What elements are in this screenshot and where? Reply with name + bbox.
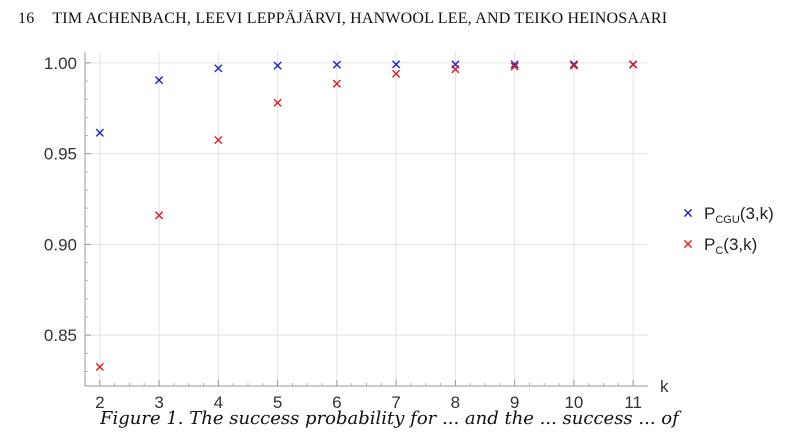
data-point-pc [154, 211, 164, 220]
x-tick-label: 7 [391, 393, 400, 410]
data-point-pc [332, 79, 341, 88]
x-tick-label: 3 [154, 393, 163, 410]
data-point-pc [569, 61, 579, 70]
marker-stroke [332, 79, 341, 88]
data-point-pc [510, 62, 519, 71]
marker-stroke [273, 98, 282, 107]
marker-stroke [569, 61, 579, 70]
y-tick-label: 0.90 [44, 235, 77, 254]
x-tick-label: 4 [214, 393, 223, 410]
marker-stroke [629, 60, 638, 69]
axes [84, 52, 648, 387]
marker-stroke [154, 211, 164, 220]
data-point-pc [214, 135, 223, 145]
data-point-pcgu [569, 60, 579, 69]
marker-stroke [510, 62, 519, 71]
marker-stroke [332, 60, 341, 69]
marker-stroke [154, 76, 164, 85]
x-tick-label: 10 [564, 393, 583, 410]
legend-label: PCGU(3,k) [704, 204, 774, 226]
y-tick-label: 0.95 [44, 145, 77, 164]
x-tick-label: 5 [273, 393, 282, 410]
data-point-pcgu [154, 76, 164, 85]
legend-label: PC(3,k) [704, 235, 757, 257]
legend-marker [683, 239, 693, 249]
data-point-pcgu [510, 60, 519, 69]
legend-entry-pcgu: PCGU(3,k) [683, 204, 774, 226]
data-point-pc [273, 98, 282, 107]
marker-stroke [95, 128, 104, 137]
data-point-pc [629, 60, 638, 69]
data-point-pcgu [214, 64, 223, 73]
x-axis-label: k [660, 377, 669, 396]
legend: PCGU(3,k) PC(3,k) [683, 204, 774, 257]
marker-stroke [214, 64, 223, 73]
data-point-pc [392, 69, 401, 78]
data-point-pcgu [273, 61, 282, 70]
page-number: 16 [18, 10, 35, 27]
data-point-pc [451, 65, 460, 74]
x-tick-label: 2 [95, 393, 104, 410]
x-tick-label: 6 [332, 393, 341, 410]
scatter-chart: 1.000.950.900.852 3 4 5 6 7 8 9 10 11k PCGU(3,k)P… [44, 52, 774, 410]
x-tick-label: 9 [510, 393, 519, 410]
tick-labels: 1.00 0.95 0.90 0.85 2 3 4 5 6 7 8 9 10 11 k [44, 54, 669, 410]
data-point-pcgu [392, 60, 401, 69]
legend-entry-pc: PC(3,k) [683, 235, 757, 257]
legend-marker [683, 208, 693, 218]
data-points [95, 60, 638, 372]
marker-stroke [214, 135, 223, 145]
marker-stroke [510, 60, 519, 69]
data-point-pcgu [332, 60, 341, 69]
grid [85, 52, 648, 386]
marker-stroke [392, 60, 401, 69]
x-tick-label: 8 [451, 393, 460, 410]
marker-stroke [392, 69, 401, 78]
data-point-pcgu [95, 128, 104, 137]
marker-stroke [451, 65, 460, 74]
figure-caption: Figure 1. The success probability for ..… [100, 408, 679, 429]
marker-stroke [273, 61, 282, 70]
marker-stroke [569, 60, 579, 69]
author-list: TIM ACHENBACH, LEEVI LEPPÄJÄRVI, HANWOOL… [52, 10, 668, 27]
x-tick-label: 11 [624, 393, 642, 410]
y-tick-label: 0.85 [44, 326, 77, 345]
running-head: 16 TIM ACHENBACH, LEEVI LEPPÄJÄRVI, HANW… [18, 10, 796, 28]
marker-stroke [95, 362, 104, 372]
y-tick-label: 1.00 [44, 54, 77, 73]
data-point-pc [95, 362, 104, 372]
